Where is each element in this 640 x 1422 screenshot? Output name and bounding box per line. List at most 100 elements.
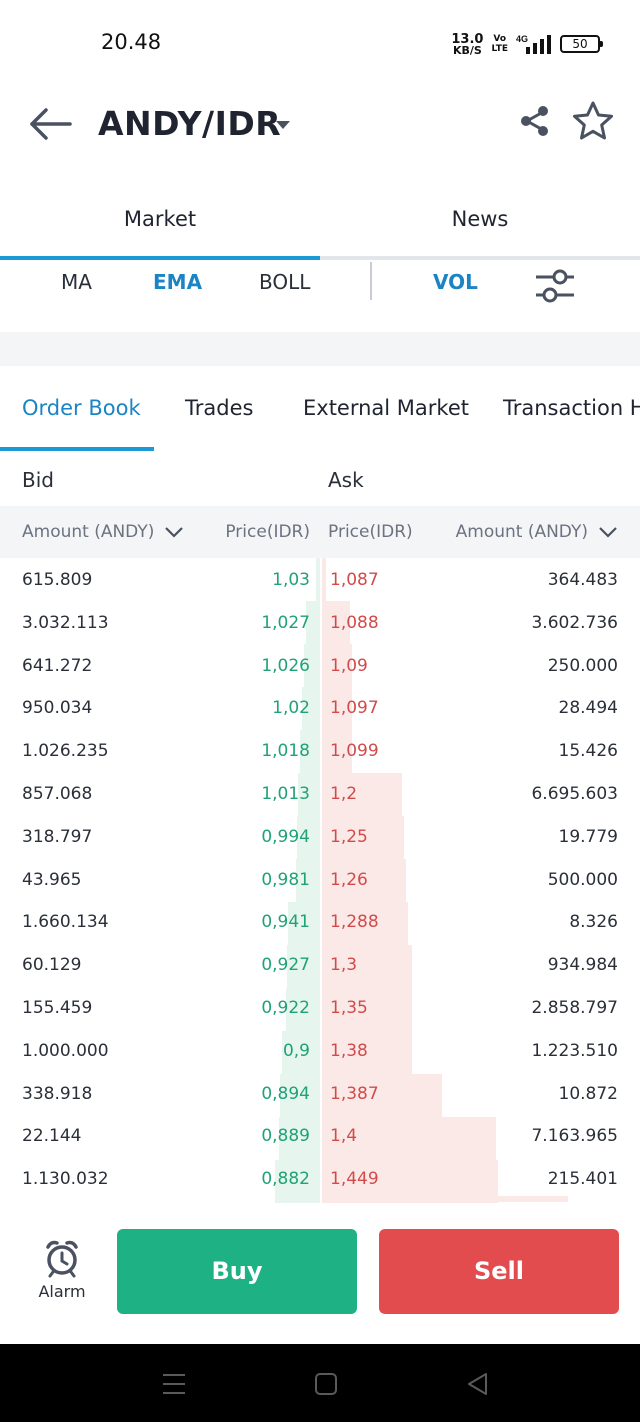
- ask-depth-bar: [322, 1196, 568, 1202]
- system-back-button[interactable]: [464, 1370, 492, 1398]
- ask-price: 1,09: [330, 655, 368, 676]
- order-book-row[interactable]: 338.918 0,894 1,387 10.872: [0, 1072, 640, 1115]
- ask-price: 1,3: [330, 955, 358, 976]
- order-book-row[interactable]: 1.026.235 1,018 1,099 15.426: [0, 729, 640, 772]
- order-book-row[interactable]: 43.965 0,981 1,26 500.000: [0, 858, 640, 901]
- ask-price: 1,099: [330, 741, 379, 762]
- sell-button[interactable]: Sell: [379, 1229, 619, 1314]
- bid-amount: 3.032.113: [22, 612, 109, 633]
- order-book-row[interactable]: 3.032.113 1,027 1,088 3.602.736: [0, 601, 640, 644]
- system-nav-bar: [0, 1344, 640, 1422]
- network-speed: 13.0 KB/S: [451, 33, 483, 56]
- ask-depth-bar: [322, 902, 408, 945]
- bid-depth-bar: [296, 859, 320, 902]
- indicator-ma[interactable]: MA: [61, 270, 92, 294]
- ask-price: 1,088: [330, 612, 379, 633]
- tab-transaction-history[interactable]: Transaction H: [503, 396, 640, 420]
- recent-apps-button[interactable]: [160, 1370, 188, 1398]
- order-book-row[interactable]: 1.130.032 0,882 1,449 215.401: [0, 1157, 640, 1200]
- ask-depth-bar: [322, 644, 352, 687]
- tab-trades[interactable]: Trades: [185, 396, 254, 420]
- square-icon: [315, 1373, 337, 1395]
- pair-dropdown[interactable]: [274, 116, 292, 135]
- action-bar: Alarm Buy Sell: [0, 1208, 640, 1344]
- signal-icon: 4G: [516, 34, 551, 54]
- order-book-row[interactable]: 22.144 0,889 1,4 7.163.965: [0, 1114, 640, 1157]
- share-button[interactable]: [518, 104, 552, 138]
- buy-button[interactable]: Buy: [117, 1229, 357, 1314]
- back-button[interactable]: [28, 104, 74, 144]
- share-icon: [521, 106, 548, 136]
- bid-price: 1,026: [261, 655, 310, 676]
- bid-depth-bar: [304, 644, 320, 687]
- indicator-boll[interactable]: BOLL: [259, 270, 311, 294]
- ask-amount: 2.858.797: [531, 998, 618, 1018]
- ask-price: 1,288: [330, 912, 379, 933]
- order-book-row[interactable]: 950.034 1,02 1,097 28.494: [0, 686, 640, 729]
- top-tabs: Market News: [0, 190, 640, 260]
- indicator-ema[interactable]: EMA: [153, 270, 203, 294]
- order-book-row[interactable]: 60.129 0,927 1,3 934.984: [0, 943, 640, 986]
- bid-amount: 155.459: [22, 998, 93, 1018]
- ask-price: 1,26: [330, 869, 368, 890]
- triangle-back-icon: [468, 1373, 487, 1395]
- bid-amount: 1.000.000: [22, 1040, 109, 1061]
- bid-amount-header[interactable]: Amount (ANDY): [22, 522, 184, 542]
- alarm-clock-icon: [46, 1240, 78, 1278]
- tab-news[interactable]: News: [451, 207, 509, 231]
- bid-depth-bar: [302, 687, 320, 730]
- volte-top: Vo: [493, 34, 507, 44]
- ask-amount-header[interactable]: Amount (ANDY): [456, 522, 618, 542]
- network-speed-unit: KB/S: [452, 43, 482, 57]
- bid-depth-bar: [275, 1160, 320, 1203]
- volte-bottom: LTE: [491, 44, 508, 54]
- order-book-row[interactable]: 318.797 0,994 1,25 19.779: [0, 815, 640, 858]
- home-button[interactable]: [312, 1370, 340, 1398]
- chart-area-divider: [0, 332, 640, 366]
- ask-amount: 15.426: [558, 741, 618, 762]
- ask-price: 1,35: [330, 998, 368, 1018]
- favorite-button[interactable]: [572, 100, 614, 142]
- bid-price: 0,9: [282, 1040, 310, 1061]
- tab-order-book[interactable]: Order Book: [22, 396, 141, 420]
- ask-amount: 934.984: [547, 955, 618, 976]
- order-tabs: Order Book Trades External Market Transa…: [0, 366, 640, 452]
- order-book-row[interactable]: 615.809 1,03 1,087 364.483: [0, 558, 640, 601]
- ask-depth-bar: [322, 773, 402, 816]
- order-book: 615.809 1,03 1,087 364.483 3.032.113 1,0…: [0, 558, 640, 1204]
- tab-external-market[interactable]: External Market: [303, 396, 469, 420]
- ask-amount: 10.872: [558, 1083, 618, 1104]
- bid-amount: 615.809: [22, 570, 93, 590]
- bid-price: 1,013: [261, 784, 310, 804]
- bid-depth-bar: [282, 1031, 320, 1074]
- bid-price: 0,981: [261, 869, 310, 890]
- bid-amount: 1.130.032: [22, 1169, 109, 1190]
- order-book-header: Amount (ANDY) Price(IDR) Price(IDR) Amou…: [0, 506, 640, 558]
- indicator-vol[interactable]: VOL: [433, 270, 478, 294]
- signal-label: 4G: [516, 34, 528, 44]
- order-book-row[interactable]: 641.272 1,026 1,09 250.000: [0, 644, 640, 687]
- bid-amount: 318.797: [22, 826, 93, 847]
- order-book-row[interactable]: 857.068 1,013 1,2 6.695.603: [0, 772, 640, 815]
- order-book-row[interactable]: 155.459 0,922 1,35 2.858.797: [0, 986, 640, 1029]
- page-title[interactable]: ANDY/IDR: [98, 104, 282, 143]
- indicator-divider: [370, 262, 372, 300]
- tab-market[interactable]: Market: [123, 207, 197, 231]
- star-icon: [573, 101, 613, 140]
- order-book-row[interactable]: 1.000.000 0,9 1,38 1.223.510: [0, 1029, 640, 1072]
- indicator-row: MA EMA BOLL VOL: [0, 260, 640, 320]
- ask-depth-bar: [322, 1074, 442, 1117]
- ask-amount: 1.223.510: [531, 1040, 618, 1061]
- indicator-settings-button[interactable]: [534, 266, 578, 306]
- bid-amount: 1.660.134: [22, 912, 109, 933]
- ask-depth-bar: [322, 601, 350, 644]
- header: ANDY/IDR: [0, 86, 640, 166]
- order-book-row[interactable]: 1.660.134 0,941 1,288 8.326: [0, 900, 640, 943]
- ask-price-header: Price(IDR): [328, 522, 413, 542]
- bid-depth-bar: [287, 945, 320, 988]
- bid-price: 0,927: [261, 955, 310, 976]
- ask-amount: 3.602.736: [531, 612, 618, 633]
- chevron-down-icon: [165, 527, 184, 538]
- ask-amount: 215.401: [547, 1169, 618, 1190]
- alarm-button[interactable]: Alarm: [36, 1238, 88, 1304]
